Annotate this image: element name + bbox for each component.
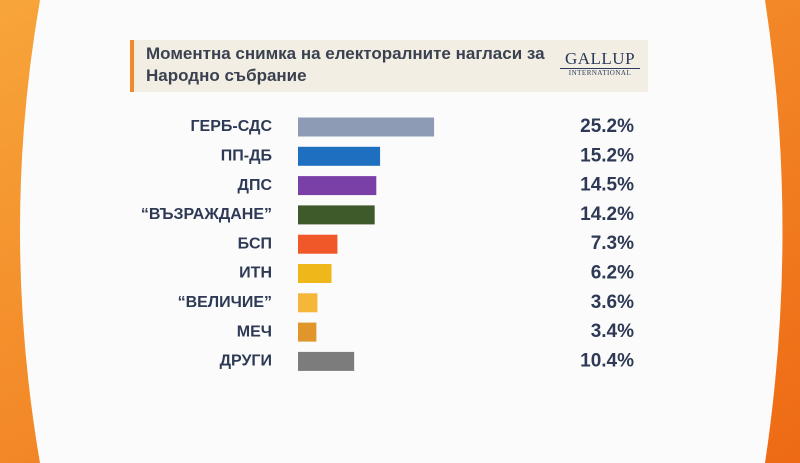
bar — [298, 264, 332, 283]
bar — [298, 117, 435, 137]
category-label: ГЕРБ-СДС — [190, 118, 272, 135]
title-box — [130, 40, 648, 92]
value-label: 15.2% — [580, 145, 634, 166]
value-label: 3.4% — [591, 321, 634, 342]
category-label: ДРУГИ — [220, 353, 272, 370]
category-label: ДПС — [238, 177, 273, 194]
category-label: ПП-ДБ — [221, 148, 272, 165]
category-label: “ВЕЛИЧИЕ” — [178, 294, 272, 311]
value-label: 3.6% — [591, 292, 634, 313]
bar — [298, 205, 375, 225]
logo-name: GALLUP — [560, 50, 640, 69]
bar — [298, 351, 355, 371]
category-label: БСП — [238, 235, 272, 252]
chart-title: Моментна снимка на електоралните нагласи… — [146, 44, 545, 85]
bar — [298, 146, 381, 166]
value-label: 14.5% — [580, 175, 634, 196]
value-label: 10.4% — [580, 350, 634, 371]
bar — [298, 234, 338, 254]
bar — [298, 293, 318, 313]
bar — [298, 322, 317, 342]
value-label: 14.2% — [580, 204, 634, 225]
value-label: 25.2% — [580, 116, 634, 137]
bar — [298, 176, 377, 196]
category-label: “ВЪЗРАЖДАНЕ” — [141, 206, 272, 223]
value-label: 6.2% — [591, 263, 634, 284]
category-label: МЕЧ — [237, 323, 272, 340]
logo: GALLUP INTERNATIONAL — [560, 50, 640, 77]
logo-subtitle: INTERNATIONAL — [568, 69, 632, 77]
value-label: 7.3% — [591, 233, 634, 254]
category-label: ИТН — [239, 265, 272, 282]
title-accent — [130, 40, 134, 92]
panel — [20, 0, 783, 463]
